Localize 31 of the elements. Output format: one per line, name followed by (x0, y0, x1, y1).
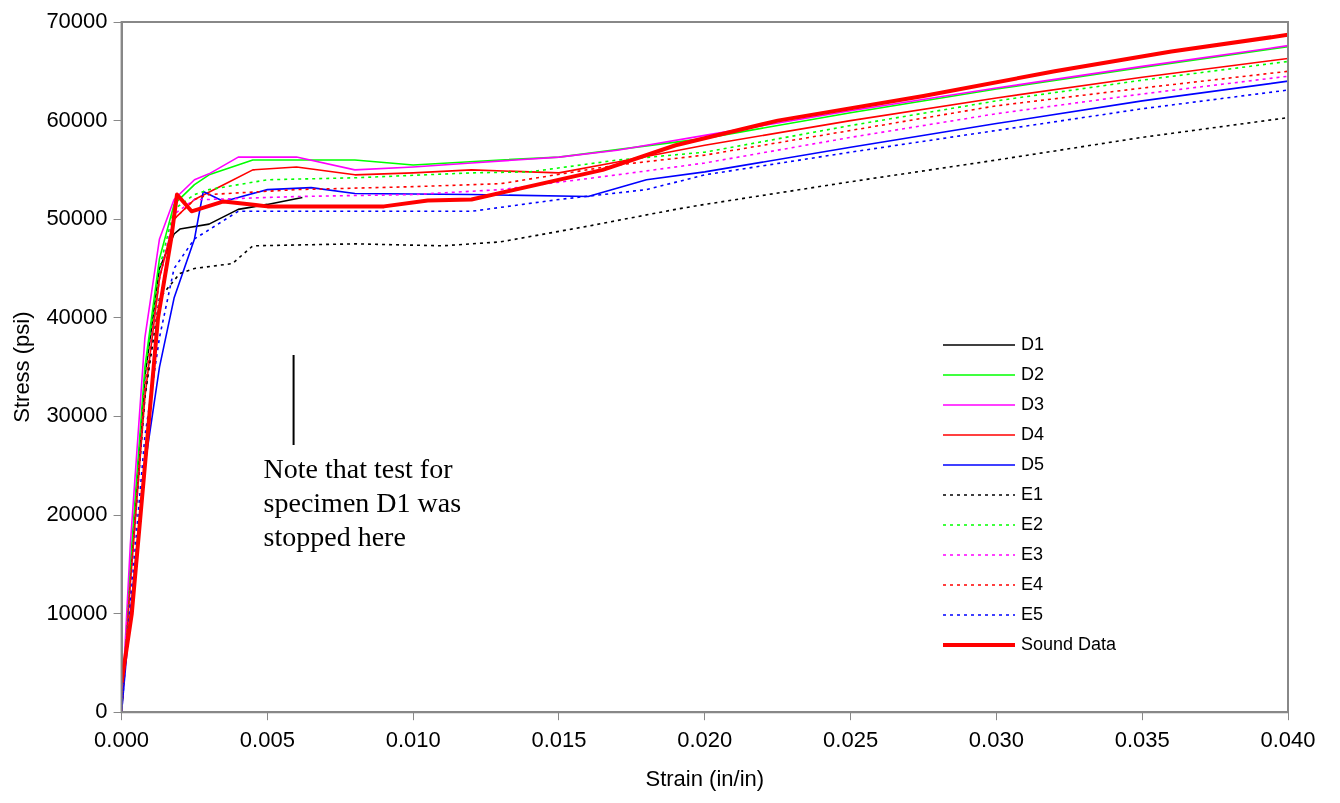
legend-label: E3 (1021, 544, 1044, 566)
legend-label: D4 (1021, 424, 1045, 446)
y-tick-label: 10000 (46, 599, 108, 625)
legend-label: E5 (1021, 604, 1044, 626)
y-axis-title: Stress (psi) (9, 311, 35, 423)
legend-label: D1 (1021, 334, 1045, 356)
x-tick-label: 0.025 (823, 727, 879, 753)
x-tick-label: 0.000 (94, 727, 150, 753)
y-tick-label: 30000 (46, 402, 108, 428)
legend-label: E4 (1021, 574, 1044, 596)
legend-label: D5 (1021, 454, 1045, 476)
legend-label: E2 (1021, 514, 1044, 536)
legend-label: D3 (1021, 394, 1045, 416)
y-tick-label: 20000 (46, 501, 108, 527)
y-tick-label: 70000 (46, 8, 108, 34)
x-tick-label: 0.020 (677, 727, 733, 753)
legend-label: D2 (1021, 364, 1045, 386)
x-tick-label: 0.035 (1114, 727, 1170, 753)
legend-label: E1 (1021, 484, 1044, 506)
x-tick-label: 0.005 (239, 727, 295, 753)
y-tick-label: 60000 (46, 106, 108, 132)
y-tick-label: 0 (95, 698, 108, 724)
x-tick-label: 0.010 (385, 727, 441, 753)
legend-label: Sound Data (1021, 634, 1117, 656)
x-tick-label: 0.040 (1260, 727, 1316, 753)
y-tick-label: 40000 (46, 303, 108, 329)
annotation: Note that test for specimen D1 was stopped here (263, 453, 462, 553)
y-tick-label: 50000 (46, 205, 108, 231)
x-axis-title: Strain (in/in) (645, 765, 765, 791)
x-tick-label: 0.015 (531, 727, 587, 753)
x-tick-label: 0.030 (968, 727, 1024, 753)
